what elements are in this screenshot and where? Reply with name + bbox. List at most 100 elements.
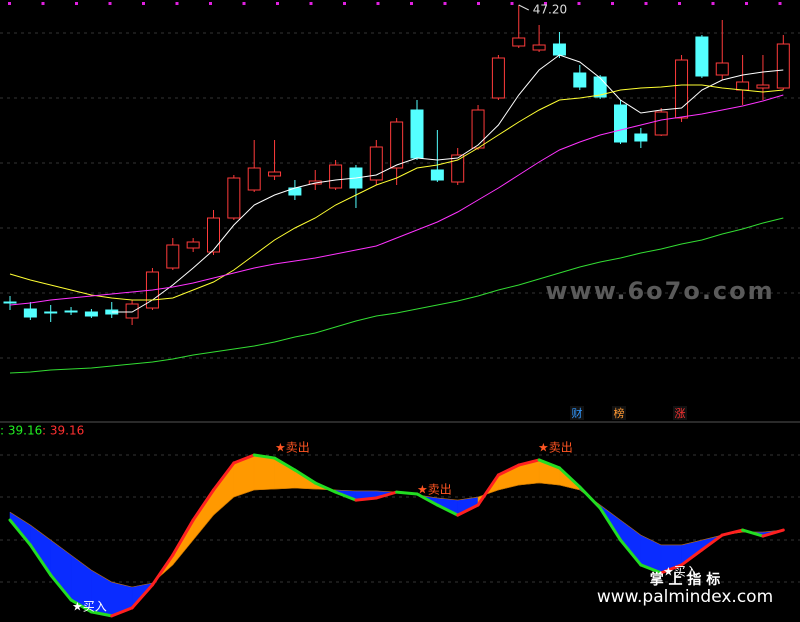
candle-body (451, 154, 465, 183)
main-line (273, 456, 297, 472)
main-line (28, 543, 53, 577)
site: www.palmindex.com (597, 587, 773, 607)
candle-body (532, 44, 546, 51)
candle-body (44, 311, 58, 314)
ma-line (9, 217, 784, 374)
candle-body (3, 301, 17, 304)
marker-dot (443, 2, 447, 5)
candle-body (186, 241, 200, 249)
readout: : 39.16 (0, 424, 42, 438)
main-line (232, 453, 256, 465)
high-pointer (518, 4, 529, 11)
band-fill (213, 462, 235, 516)
badge-box (570, 406, 584, 420)
main-line (110, 606, 134, 618)
candle-body (23, 308, 37, 318)
candle-body (776, 43, 790, 89)
candle-body (471, 109, 485, 149)
candle-body (227, 177, 241, 219)
signal: ★卖出 (538, 441, 573, 455)
main-line (415, 492, 439, 507)
main-line (313, 481, 338, 494)
marker-dot (477, 2, 480, 5)
marker-dot (108, 2, 112, 5)
candle-body (614, 104, 627, 143)
candle-body (369, 146, 383, 181)
main-line (435, 503, 460, 517)
main-line (49, 573, 73, 602)
main-line (761, 528, 785, 538)
marker-dot (276, 2, 279, 5)
candle-body (573, 72, 587, 88)
main-line (700, 533, 724, 552)
signal: ★卖出 (275, 441, 310, 455)
candle-body (64, 310, 78, 313)
main-line (212, 461, 236, 492)
main-line (659, 563, 684, 575)
candle-body (695, 36, 709, 77)
main-line (191, 488, 215, 522)
main-line (598, 506, 622, 542)
main-line (639, 563, 663, 575)
marker-dot (41, 2, 45, 5)
candle-body (736, 81, 750, 91)
candle-body (166, 244, 180, 269)
marker-dot (343, 2, 346, 5)
main-line (537, 458, 561, 470)
ma-line (9, 94, 784, 306)
main-line (334, 490, 358, 502)
main-line (496, 463, 521, 477)
marker-dot (611, 2, 614, 5)
main-line (476, 473, 500, 507)
candle-body (593, 76, 607, 98)
ma-line (111, 54, 784, 313)
main-line (354, 496, 378, 502)
main-line (150, 553, 175, 587)
main-line (720, 528, 745, 537)
band-fill (50, 539, 72, 601)
main-line (171, 518, 195, 557)
candle-body (654, 111, 668, 136)
marker-dot (142, 2, 145, 5)
candle-body (125, 303, 139, 319)
signal: ★买入 (72, 600, 107, 614)
marker-dot (8, 2, 11, 5)
marker-dot (376, 2, 380, 5)
candle-body (207, 217, 220, 253)
candle-body (329, 164, 343, 189)
marker-dot (544, 2, 547, 5)
candle-body (552, 43, 566, 56)
marker-dot (175, 2, 179, 5)
main-line (578, 485, 602, 510)
marker-dot (209, 2, 212, 5)
main-line (557, 466, 582, 489)
marker-dot (510, 2, 514, 5)
badge: 涨 (675, 407, 686, 420)
main-line (395, 490, 419, 496)
high-label: 47.20 (533, 3, 567, 17)
marker-dot (75, 2, 78, 5)
signal: ★卖出 (417, 483, 452, 497)
candle-body (410, 109, 424, 159)
marker-dot (678, 2, 681, 5)
main-line (293, 468, 317, 485)
main-line (741, 528, 765, 538)
badge: 财 (572, 406, 583, 420)
candle-body (715, 62, 729, 76)
main-line (374, 490, 399, 500)
main-line (8, 518, 32, 547)
candle-body (512, 37, 526, 47)
candle-body (247, 167, 261, 191)
main-line (252, 453, 277, 460)
candle-body (634, 133, 648, 142)
main-line (619, 538, 643, 567)
main-line (130, 583, 154, 610)
candle-body (675, 59, 689, 119)
marker-dot (309, 2, 313, 5)
main-line (69, 598, 93, 614)
candle-body (390, 121, 404, 169)
candle-body (84, 311, 98, 317)
badge: 榜 (614, 406, 625, 420)
marker-dot (778, 2, 782, 5)
